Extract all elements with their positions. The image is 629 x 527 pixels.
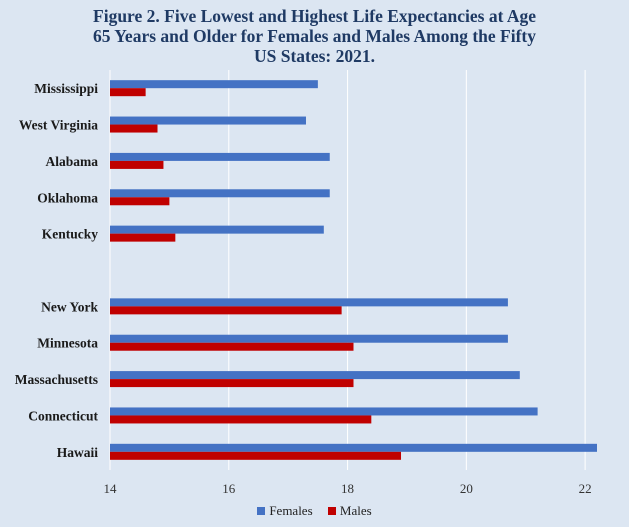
bar-males-6: [110, 306, 342, 315]
bar-males-0: [110, 88, 146, 97]
title-line-1: Figure 2. Five Lowest and Highest Life E…: [93, 6, 536, 26]
category-label-7: Minnesota: [37, 336, 98, 351]
bar-males-9: [110, 415, 372, 424]
x-tick-label-1: 16: [222, 481, 236, 496]
x-tick-label-0: 14: [104, 481, 118, 496]
bar-males-7: [110, 342, 354, 351]
chart-title: Figure 2. Five Lowest and Highest Life E…: [0, 6, 629, 66]
category-label-6: New York: [41, 299, 98, 314]
category-label-3: Oklahoma: [37, 190, 98, 205]
x-tick-label-2: 18: [341, 481, 354, 496]
x-tick-label-3: 20: [460, 481, 473, 496]
bar-males-1: [110, 124, 158, 133]
legend-label-females: Females: [269, 503, 313, 518]
bar-males-8: [110, 379, 354, 388]
bar-females-9: [110, 407, 538, 416]
bar-females-6: [110, 298, 508, 307]
bar-females-4: [110, 225, 324, 234]
bar-females-0: [110, 80, 318, 89]
legend: Females Males: [0, 503, 629, 519]
legend-item-females: Females: [257, 503, 313, 519]
category-label-0: Mississippi: [34, 81, 98, 96]
category-label-4: Kentucky: [42, 227, 99, 242]
category-label-2: Alabama: [45, 154, 98, 169]
legend-swatch-males: [327, 507, 336, 516]
bar-males-4: [110, 233, 176, 242]
legend-label-males: Males: [339, 503, 372, 518]
category-label-10: Hawaii: [57, 445, 99, 460]
bar-males-2: [110, 160, 164, 169]
bar-females-7: [110, 334, 508, 343]
legend-item-males: Males: [327, 503, 372, 519]
category-label-9: Connecticut: [28, 408, 98, 423]
bar-females-1: [110, 116, 306, 125]
bar-males-3: [110, 197, 170, 206]
bar-females-8: [110, 371, 520, 380]
bar-males-10: [110, 451, 402, 460]
title-line-2: 65 Years and Older for Females and Males…: [93, 26, 536, 46]
category-label-1: West Virginia: [19, 118, 98, 133]
category-label-8: Massachusetts: [15, 372, 98, 387]
bar-females-10: [110, 443, 597, 452]
x-tick-label-4: 22: [579, 481, 592, 496]
legend-swatch-females: [257, 507, 266, 516]
bar-females-3: [110, 189, 330, 198]
title-line-3: US States: 2021.: [253, 46, 376, 66]
bar-females-2: [110, 152, 330, 161]
